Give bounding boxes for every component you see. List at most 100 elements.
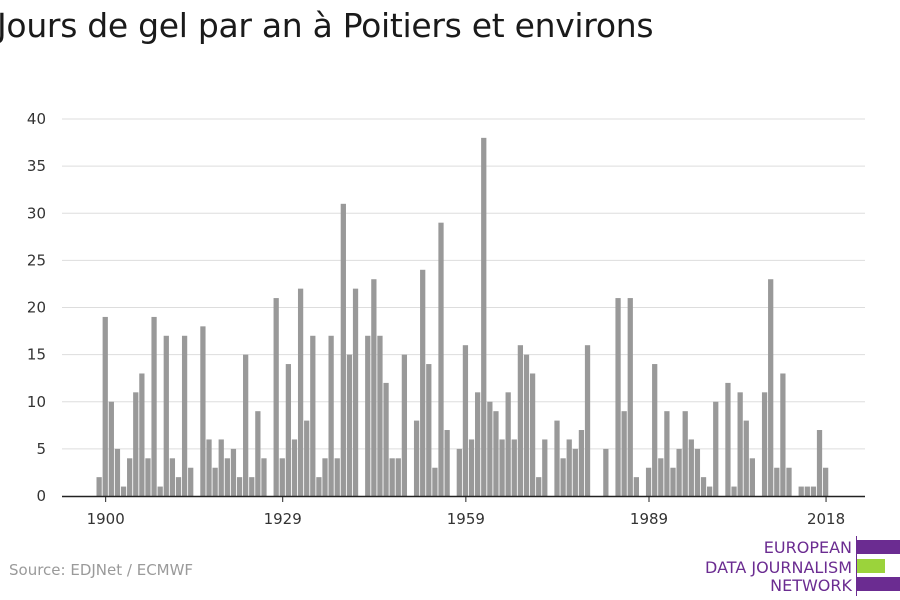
bar <box>188 467 194 496</box>
logo-bar-bottom <box>857 577 900 591</box>
logo-line-3: NETWORK <box>770 576 852 595</box>
bar <box>297 288 304 496</box>
bar <box>542 439 548 496</box>
bar <box>200 326 206 496</box>
bar <box>133 392 139 496</box>
bar <box>462 345 469 496</box>
bar <box>175 477 182 496</box>
bar <box>285 364 292 496</box>
bar <box>120 486 127 496</box>
x-tick-label: 1900 <box>87 510 125 528</box>
bar <box>560 458 566 496</box>
bar <box>255 411 261 496</box>
bar <box>395 458 401 496</box>
bar <box>774 467 780 496</box>
bar <box>554 420 560 496</box>
bar <box>536 477 542 496</box>
bar <box>468 439 475 496</box>
logo-line-2: DATA JOURNALISM <box>705 558 852 577</box>
bar <box>316 477 322 496</box>
y-tick-label: 40 <box>27 110 46 128</box>
bar <box>676 448 682 497</box>
bar <box>243 354 249 497</box>
bar <box>505 392 511 496</box>
bar <box>371 279 377 496</box>
bar <box>499 439 505 496</box>
bar <box>346 354 353 497</box>
y-axis-ticks: 0 5 10 15 20 25 30 35 40 <box>27 110 46 505</box>
bars <box>96 137 829 497</box>
bar <box>96 477 102 496</box>
bar <box>114 448 121 497</box>
bar <box>652 364 658 496</box>
bar <box>389 458 395 496</box>
x-tick-label: 1989 <box>630 510 668 528</box>
y-tick-label: 20 <box>27 299 46 317</box>
bar <box>157 486 163 496</box>
bar <box>707 486 713 496</box>
bar <box>627 298 633 496</box>
bar <box>444 430 450 496</box>
bar <box>658 458 664 496</box>
bar <box>108 401 114 496</box>
bar <box>102 316 108 496</box>
bar <box>725 382 731 496</box>
y-tick-label: 15 <box>27 346 46 364</box>
x-tick-label: 2018 <box>807 510 845 528</box>
bar <box>749 458 755 496</box>
bar <box>420 269 426 496</box>
bar <box>236 477 243 496</box>
edjnet-logo: EUROPEAN DATA JOURNALISM NETWORK <box>700 536 900 596</box>
bar <box>139 373 145 496</box>
bar <box>212 467 218 496</box>
bar <box>224 458 230 496</box>
bar <box>768 279 774 496</box>
logo-line-1: EUROPEAN <box>763 538 852 557</box>
bar <box>291 439 298 496</box>
bar <box>230 448 237 497</box>
bar <box>566 439 572 496</box>
bar <box>780 373 786 496</box>
bar <box>456 448 462 497</box>
x-axis-ticks: 1900 1929 1959 1989 2018 <box>87 496 845 528</box>
bar <box>633 477 639 496</box>
bar <box>413 420 420 496</box>
bar <box>670 467 676 496</box>
chart-title: Jours de gel par an à Poitiers et enviro… <box>0 6 654 45</box>
bar <box>810 486 817 496</box>
bar <box>572 448 578 497</box>
x-tick-label: 1929 <box>264 510 302 528</box>
bar <box>664 411 670 496</box>
bar <box>151 316 157 496</box>
bar <box>340 203 346 496</box>
bar <box>621 411 627 496</box>
bar <box>481 137 487 496</box>
bar <box>584 345 591 496</box>
y-tick-label: 5 <box>36 440 46 458</box>
bar <box>383 382 389 496</box>
bar <box>218 439 224 496</box>
bar <box>322 458 328 496</box>
bar <box>816 430 823 496</box>
logo-bar-top <box>857 540 900 554</box>
bar <box>432 467 438 496</box>
bar <box>511 439 517 496</box>
bar <box>517 345 524 496</box>
bar <box>786 467 792 496</box>
bar <box>127 458 133 496</box>
y-tick-label: 0 <box>36 487 46 505</box>
bar <box>273 298 279 496</box>
bar <box>169 458 176 496</box>
bar <box>352 288 359 496</box>
bar <box>682 411 688 496</box>
bar <box>804 486 810 496</box>
bar <box>493 411 499 496</box>
bar <box>328 335 334 496</box>
bar <box>145 458 151 496</box>
bar <box>261 458 267 496</box>
bar <box>334 458 340 496</box>
bar <box>737 392 743 496</box>
bar <box>523 354 530 497</box>
bar <box>206 439 212 496</box>
